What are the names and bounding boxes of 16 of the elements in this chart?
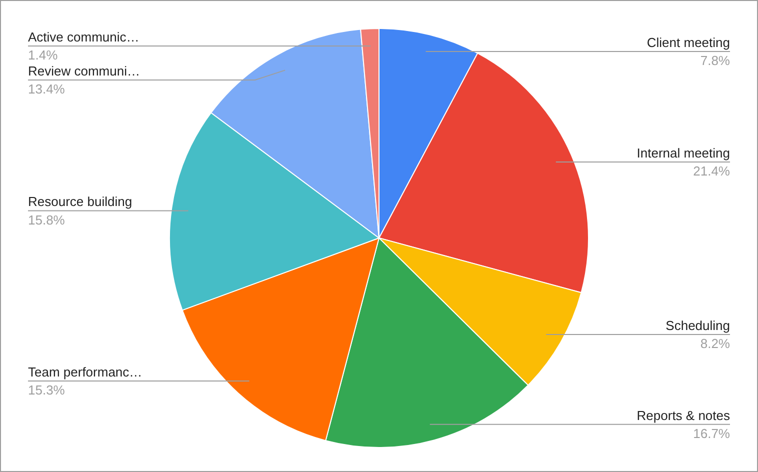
slice-label: Reports & notes <box>636 408 730 423</box>
data-label: 15.8% <box>28 212 66 228</box>
slice-label: Active communic… <box>28 29 140 44</box>
data-label: 8.2% <box>700 336 730 352</box>
data-label: 7.8% <box>700 53 730 68</box>
slice-label: Review communi… <box>28 63 140 78</box>
data-label: 1.4% <box>28 48 58 63</box>
slice-label: Internal meeting <box>636 145 730 160</box>
data-label: 13.4% <box>28 82 66 97</box>
data-label: 21.4% <box>693 164 730 179</box>
data-label: 16.7% <box>693 426 730 441</box>
data-label: 15.3% <box>28 382 66 398</box>
slice-label: Scheduling <box>666 318 730 334</box>
slice-label: Client meeting <box>646 35 730 50</box>
slice-label: Team performanc… <box>28 364 142 380</box>
slice-label: Resource building <box>28 194 132 210</box>
